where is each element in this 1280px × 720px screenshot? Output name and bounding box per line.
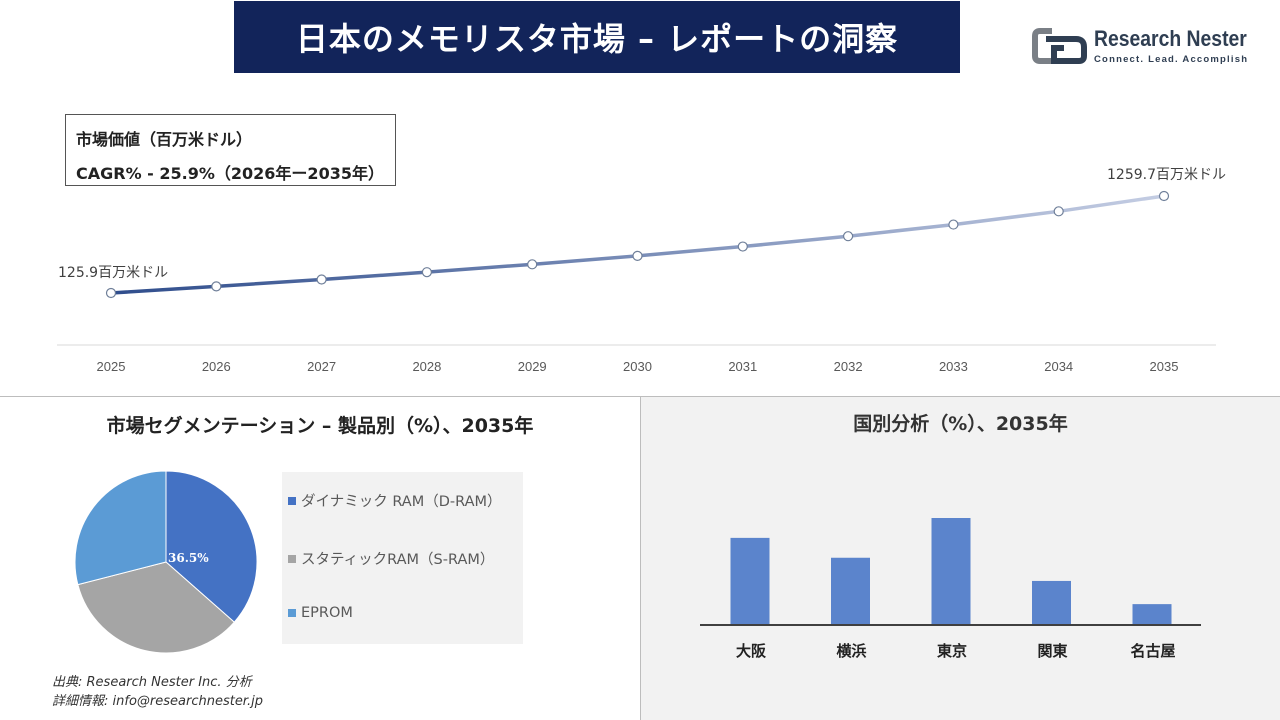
legend-label-sram: スタティックRAM（S-RAM） <box>301 552 495 568</box>
data-point-2027 <box>316 274 327 285</box>
legend-label-eprom: EPROM <box>301 605 353 621</box>
title-banner: 日本のメモリスタ市場 – レポートの洞察 <box>234 1 960 73</box>
x-tick-label-2028: 2028 <box>412 359 441 374</box>
x-tick-label-2029: 2029 <box>518 359 547 374</box>
data-point-2034 <box>1053 206 1064 217</box>
bar-category-label-4: 名古屋 <box>1130 642 1175 660</box>
bar-category-label-0: 大阪 <box>736 642 767 660</box>
product-pie-chart: 36.5% <box>74 470 258 654</box>
bar-category-label-2: 東京 <box>937 642 967 660</box>
data-point-2035 <box>1158 190 1170 202</box>
data-point-2025 <box>105 287 117 299</box>
data-label-last: 1259.7百万米ドル <box>1107 167 1226 183</box>
contact-note: 詳細情報: info@researchnester.jp <box>52 694 263 709</box>
logo-tagline: Connect. Lead. Accomplish <box>1094 54 1249 65</box>
x-tick-label-2032: 2032 <box>834 359 863 374</box>
bar-category-label-3: 関東 <box>1037 642 1067 660</box>
x-tick-label-2026: 2026 <box>202 359 231 374</box>
legend-item-dram: ダイナミック RAM（D-RAM） <box>288 490 502 511</box>
data-label-first: 125.9百万米ドル <box>58 265 168 281</box>
pie-legend: ダイナミック RAM（D-RAM） スタティックRAM（S-RAM） EPROM <box>282 472 523 644</box>
market-value-box: 市場価値（百万米ドル） CAGR% - 25.9%（2026年ー2035年） <box>65 114 396 186</box>
data-point-2033 <box>948 219 959 230</box>
horizontal-divider <box>0 396 1280 397</box>
country-title: 国別分析（%）、2035年 <box>853 413 1068 435</box>
logo-icon <box>1032 28 1087 64</box>
legend-label-dram: ダイナミック RAM（D-RAM） <box>301 494 502 510</box>
data-point-2029 <box>527 259 538 270</box>
data-point-2030 <box>632 250 643 261</box>
x-tick-label-2033: 2033 <box>939 359 968 374</box>
x-tick-label-2030: 2030 <box>623 359 652 374</box>
bar-0 <box>730 537 770 624</box>
pie-data-label-dram: 36.5% <box>168 551 209 565</box>
bar-1 <box>831 557 870 624</box>
pie-slice-sram <box>77 561 235 654</box>
data-point-2032 <box>842 231 854 242</box>
data-point-2026 <box>211 281 222 292</box>
page-title: 日本のメモリスタ市場 – レポートの洞察 <box>295 20 899 58</box>
cagr-label: CAGR% - 25.9%（2026年ー2035年） <box>76 164 384 183</box>
data-point-2031 <box>737 241 748 252</box>
legend-item-eprom: EPROM <box>288 605 353 621</box>
x-tick-label-2031: 2031 <box>728 359 757 374</box>
bar-category-label-1: 横浜 <box>836 642 866 660</box>
x-tick-label-2025: 2025 <box>97 359 126 374</box>
x-tick-label-2035: 2035 <box>1150 359 1179 374</box>
legend-swatch-dram <box>288 496 296 505</box>
market-value-series-line <box>109 194 1166 295</box>
bar-2 <box>931 518 971 624</box>
legend-swatch-sram <box>288 554 296 563</box>
logo-text: Research Nester <box>1094 26 1247 51</box>
segment-title: 市場セグメンテーション – 製品別（%）、2035年 <box>106 415 534 437</box>
vertical-divider <box>640 397 641 720</box>
market-value-label: 市場価値（百万米ドル） <box>76 130 253 149</box>
bar-4 <box>1132 604 1172 624</box>
x-tick-label-2034: 2034 <box>1044 359 1073 374</box>
research-nester-logo: Research Nester Connect. Lead. Accomplis… <box>1032 24 1262 68</box>
bar-3 <box>1032 580 1071 624</box>
x-tick-label-2027: 2027 <box>307 359 336 374</box>
legend-item-sram: スタティックRAM（S-RAM） <box>288 548 494 569</box>
legend-swatch-eprom <box>288 609 296 617</box>
data-point-2028 <box>421 267 432 278</box>
pie-slice-eprom <box>74 470 167 586</box>
pie-slice-dram <box>165 470 258 623</box>
source-note: 出典: Research Nester Inc. 分析 <box>52 675 252 690</box>
country-bar-chart: 大阪 横浜 東京 関東 名古屋 <box>700 518 1201 660</box>
market-line-chart: 2025 2026 2027 2028 2029 2030 2031 2032 2033 2034… <box>57 167 1226 374</box>
